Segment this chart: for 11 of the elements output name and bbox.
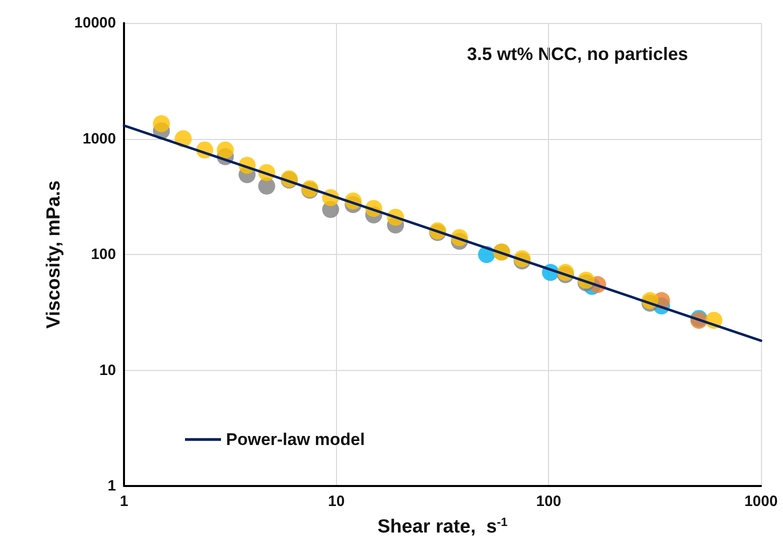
y-tick-label: 100 [90, 246, 116, 263]
x-tick-label: 1 [120, 493, 128, 510]
y-tick-label: 10000 [74, 14, 116, 32]
y-axis-title: Viscosity, mPa.s [43, 180, 64, 329]
y-tick-label: 1 [108, 478, 116, 494]
y-tick-label: 1000 [82, 130, 116, 148]
x-tick-label: 100 [536, 493, 562, 510]
legend-label: Power-law model [226, 430, 365, 449]
x-tick-label: 10 [328, 493, 345, 510]
y-tick-label: 10 [99, 362, 116, 379]
x-tick-label: 1000 [744, 493, 778, 510]
